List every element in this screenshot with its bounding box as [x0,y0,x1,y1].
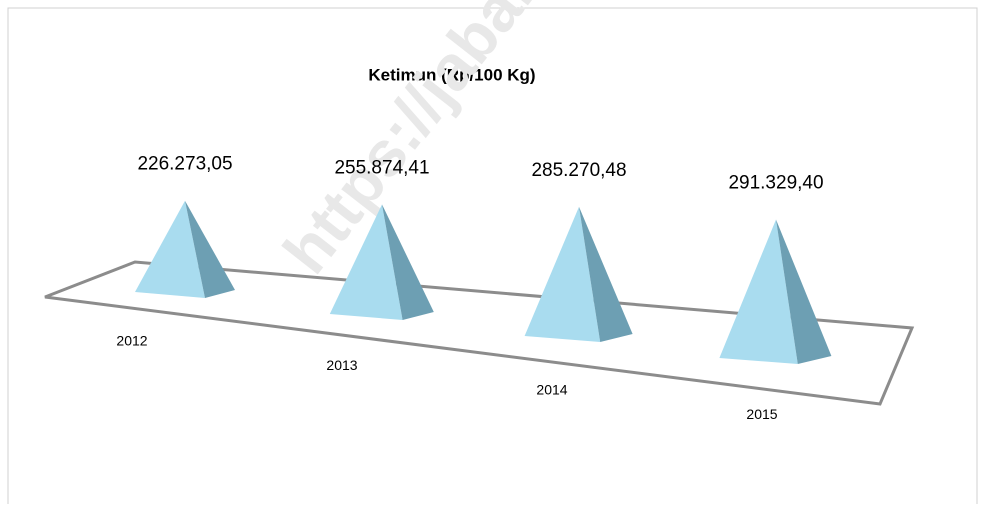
value-label: 226.273,05 [137,154,232,175]
pyramid-front-face [524,206,601,342]
pyramid-front-face [135,200,205,298]
pyramid-side-face [185,200,235,298]
pyramid [135,200,235,298]
pyramid [524,206,633,342]
x-tick-label: 2013 [326,357,357,373]
pyramid-front-face [719,219,798,364]
x-tick-label: 2012 [116,333,147,349]
pyramid-side-face [382,204,434,320]
value-label: 255.874,41 [334,157,429,178]
value-label: 285.270,48 [531,160,626,181]
floor [44,260,915,406]
pyramid-side-face [579,206,633,342]
pyramid-front-face [329,204,403,320]
x-tick-label: 2014 [536,382,567,398]
pyramid [329,204,434,320]
chart-title: Ketimun (Rp/100 Kg) [368,65,535,84]
pyramid [719,219,832,364]
pyramid-side-face [776,219,832,364]
x-tick-label: 2015 [746,406,777,422]
value-label: 291.329,40 [728,173,823,194]
